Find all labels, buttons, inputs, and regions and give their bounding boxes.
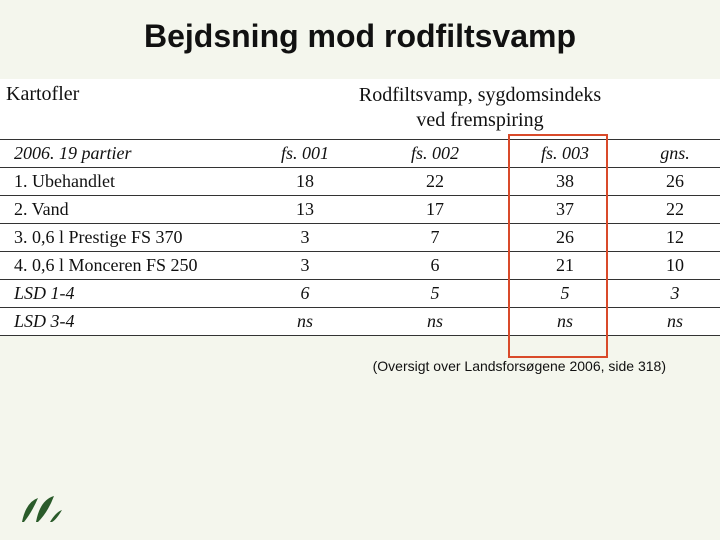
cell-value: 22 <box>370 168 500 196</box>
cell-value: 6 <box>240 280 370 308</box>
cell-value: ns <box>630 308 720 336</box>
row-label: LSD 1-4 <box>0 280 240 308</box>
cell-value: 26 <box>500 224 630 252</box>
page-title: Bejdsning mod rodfiltsvamp <box>0 18 720 55</box>
cell-value: 3 <box>240 224 370 252</box>
header-left: Kartofler <box>0 79 240 140</box>
table-row: 1. Ubehandlet18223826 <box>0 168 720 196</box>
cell-value: 37 <box>500 196 630 224</box>
row-label: 3. 0,6 l Prestige FS 370 <box>0 224 240 252</box>
cell-value: ns <box>500 308 630 336</box>
row-label: 1. Ubehandlet <box>0 168 240 196</box>
cell-value: 38 <box>500 168 630 196</box>
table-row: LSD 3-4nsnsnsns <box>0 308 720 336</box>
cell-value: 12 <box>630 224 720 252</box>
cell-value: 13 <box>240 196 370 224</box>
cell-value: 6 <box>370 252 500 280</box>
cell-value: 5 <box>500 280 630 308</box>
table-row: 3. 0,6 l Prestige FS 370372612 <box>0 224 720 252</box>
table-row: LSD 1-46553 <box>0 280 720 308</box>
subheader-col-3: gns. <box>630 140 720 168</box>
cell-value: 3 <box>240 252 370 280</box>
cell-value: 5 <box>370 280 500 308</box>
row-label: 2. Vand <box>0 196 240 224</box>
header-right-line1: Rodfiltsvamp, sygdomsindeks <box>359 84 601 106</box>
subheader-col-1: fs. 002 <box>370 140 500 168</box>
table-subheader-row: 2006. 19 partier fs. 001 fs. 002 fs. 003… <box>0 140 720 168</box>
table-body: 2006. 19 partier fs. 001 fs. 002 fs. 003… <box>0 140 720 336</box>
cell-value: 3 <box>630 280 720 308</box>
header-right-line2: ved fremspiring <box>416 109 543 131</box>
cell-value: 10 <box>630 252 720 280</box>
row-label: LSD 3-4 <box>0 308 240 336</box>
source-caption: (Oversigt over Landsforsøgene 2006, side… <box>0 336 720 374</box>
leaf-logo <box>16 490 66 526</box>
cell-value: 18 <box>240 168 370 196</box>
data-table: Kartofler Rodfiltsvamp, sygdomsindeks ve… <box>0 79 720 336</box>
table-row: 2. Vand13173722 <box>0 196 720 224</box>
cell-value: ns <box>370 308 500 336</box>
subheader-left: 2006. 19 partier <box>0 140 240 168</box>
subheader-col-2: fs. 003 <box>500 140 630 168</box>
cell-value: 7 <box>370 224 500 252</box>
cell-value: 17 <box>370 196 500 224</box>
subheader-col-0: fs. 001 <box>240 140 370 168</box>
cell-value: ns <box>240 308 370 336</box>
table-row: 4. 0,6 l Monceren FS 250362110 <box>0 252 720 280</box>
cell-value: 26 <box>630 168 720 196</box>
cell-value: 22 <box>630 196 720 224</box>
header-right: Rodfiltsvamp, sygdomsindeks ved fremspir… <box>240 79 720 140</box>
row-label: 4. 0,6 l Monceren FS 250 <box>0 252 240 280</box>
data-table-container: Kartofler Rodfiltsvamp, sygdomsindeks ve… <box>0 79 720 336</box>
cell-value: 21 <box>500 252 630 280</box>
